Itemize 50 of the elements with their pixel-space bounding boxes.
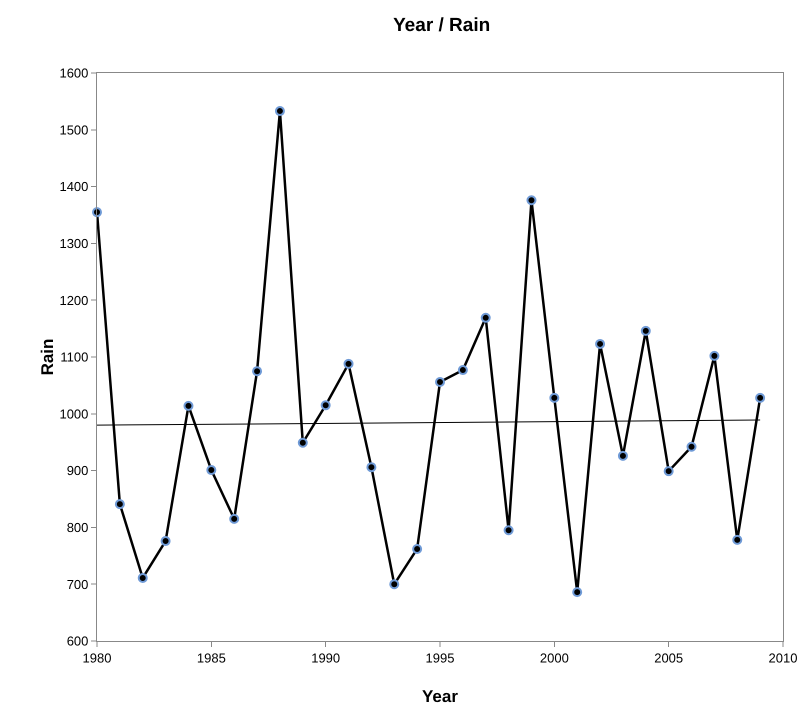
point [709,350,720,361]
y-tick-label: 600 [66,634,88,649]
y-tick-label: 1200 [59,292,88,308]
point [686,442,697,452]
x-tick-label: 1985 [196,650,226,666]
point [664,466,674,476]
point [206,465,216,476]
y-tick-label: 800 [66,520,88,535]
y-tick-label: 700 [66,576,88,592]
point [640,326,651,336]
x-tick-label: 2010 [768,650,798,666]
point [183,400,194,411]
point [732,534,742,545]
x-tick-label: 2005 [654,650,684,666]
x-tick-label: 2000 [540,650,569,666]
point [298,438,308,448]
y-tick-label: 1300 [59,236,88,251]
point [366,462,376,472]
y-tick-label: 1100 [60,350,88,365]
point [572,587,582,598]
y-tick-label: 1000 [59,406,88,422]
x-tick-label: 1995 [426,650,454,666]
chart-title: Year / Rain [393,15,490,36]
point [458,365,468,376]
point [389,579,400,590]
y-tick-label: 1500 [59,122,88,138]
x-tick-label: 1980 [82,650,112,666]
point [435,376,445,387]
point [252,366,262,376]
y-tick-label: 900 [66,463,88,478]
point [114,499,125,510]
x-axis-title: Year [422,687,458,706]
point [480,312,491,323]
point [412,544,422,554]
point [320,400,331,410]
y-tick-label: 1400 [59,179,88,194]
point [344,358,354,369]
point [138,572,148,583]
point [755,392,766,403]
y-axis-title: Rain [38,338,57,376]
point [618,450,628,461]
point [229,514,240,524]
y-tick-label: 1600 [59,66,88,81]
point [526,195,536,206]
point [160,536,171,546]
point [504,525,514,536]
point [549,392,560,403]
x-tick-label: 1990 [311,650,340,666]
point [595,338,606,349]
point [274,106,285,116]
